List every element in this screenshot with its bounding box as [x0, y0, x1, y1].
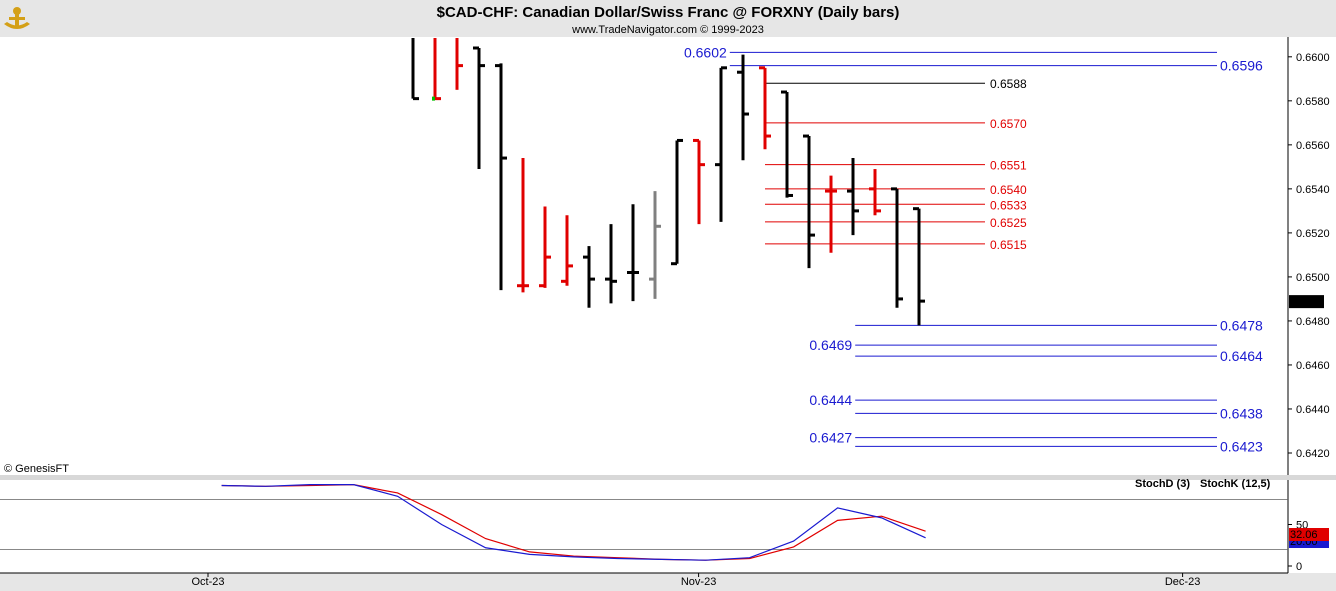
price-tick-label: 0.6520: [1296, 228, 1330, 240]
stochastic-reference-lines: [0, 499, 1288, 550]
level-label: 0.6464: [1220, 348, 1263, 364]
level-label: 0.6469: [809, 337, 852, 353]
last-price-marker: 0.6489: [1289, 295, 1324, 309]
price-tick-label: 0.6500: [1296, 272, 1330, 284]
level-label: 0.6602: [684, 44, 727, 60]
ohlc-bar: [495, 63, 507, 291]
stoch-k-legend: StochK (12,5): [1200, 478, 1271, 490]
time-axis-area: [0, 573, 1336, 591]
ohlc-bar: [869, 169, 881, 216]
level-label: 0.6551: [990, 159, 1027, 173]
stoch-k-line: [221, 484, 926, 561]
price-axis-ticks: 0.6600 0.6580 0.6560 0.6540 0.6520 0.6500 0.64…: [1288, 52, 1330, 460]
ohlc-bar: [803, 134, 815, 269]
ohlc-bar: [737, 54, 749, 161]
ohlc-bar: [759, 66, 771, 150]
ohlc-bar: [561, 215, 573, 286]
copyright-label: © GenesisFT: [4, 463, 69, 475]
price-panel: [0, 37, 1288, 475]
ohlc-bar: [627, 204, 639, 302]
price-tick-label: 0.6460: [1296, 360, 1330, 372]
level-label: 0.6533: [990, 198, 1027, 212]
ohlc-bar: [539, 206, 551, 288]
chart-subtitle: www.TradeNavigator.com © 1999-2023: [571, 24, 764, 36]
stochastic-panel: [0, 480, 1288, 573]
stoch-d-value-label: 32.06: [1290, 529, 1318, 541]
stoch-value-markers: 20.00 32.06: [1289, 528, 1329, 548]
level-label: 0.6444: [809, 392, 852, 408]
ohlc-bar: [913, 207, 925, 326]
price-tick-label: 0.6440: [1296, 404, 1330, 416]
ohlc-bar: [583, 246, 595, 308]
ohlc-bar: [649, 191, 661, 299]
price-tick-label: 0.6600: [1296, 52, 1330, 64]
logo-icon: [4, 7, 30, 29]
stoch-tick-label: 0: [1296, 561, 1302, 573]
last-price-label: 0.6489: [1290, 296, 1324, 308]
time-axis-labels: Oct-23 Nov-23 Dec-23: [191, 573, 1200, 588]
ohlc-bar: [455, 38, 463, 90]
ohlc-bar: [517, 158, 529, 293]
level-label: 0.6525: [990, 216, 1027, 230]
price-axis-area: [1288, 37, 1336, 475]
price-tick-label: 0.6480: [1296, 316, 1330, 328]
level-label: 0.6423: [1220, 438, 1263, 454]
ohlc-bar: [411, 38, 419, 101]
level-label: 0.6540: [990, 183, 1027, 197]
price-tick-label: 0.6560: [1296, 140, 1330, 152]
level-label: 0.6588: [990, 77, 1027, 91]
chart-title: $CAD-CHF: Canadian Dollar/Swiss Franc @ …: [437, 4, 900, 21]
header-band: [0, 0, 1336, 37]
price-tick-label: 0.6420: [1296, 448, 1330, 460]
level-label: 0.6438: [1220, 405, 1263, 421]
ohlc-bar: [891, 187, 903, 308]
ohlc-bar: [671, 138, 683, 266]
ohlc-bar: [715, 66, 727, 222]
panel-separator: [0, 475, 1336, 480]
ohlc-bar: [473, 46, 485, 170]
price-tick-label: 0.6540: [1296, 184, 1330, 196]
ohlc-bar: [781, 90, 793, 198]
ohlc-bar: [605, 224, 617, 304]
level-label: 0.6515: [990, 238, 1027, 252]
time-tick-label: Dec-23: [1165, 576, 1200, 588]
level-label: 0.6427: [809, 430, 852, 446]
price-bars: [411, 38, 925, 326]
time-tick-label: Nov-23: [681, 576, 716, 588]
level-label: 0.6478: [1220, 317, 1263, 333]
ohlc-bar: [825, 175, 837, 253]
time-tick-label: Oct-23: [191, 576, 224, 588]
price-levels: 0.66020.65960.65880.65700.65510.65400.65…: [684, 44, 1263, 454]
stoch-d-legend: StochD (3): [1135, 478, 1190, 490]
price-tick-label: 0.6580: [1296, 96, 1330, 108]
ohlc-bar: [693, 138, 705, 225]
level-label: 0.6570: [990, 117, 1027, 131]
ohlc-bar: [433, 38, 441, 101]
ohlc-bar: [847, 158, 859, 236]
level-label: 0.6596: [1220, 58, 1263, 74]
